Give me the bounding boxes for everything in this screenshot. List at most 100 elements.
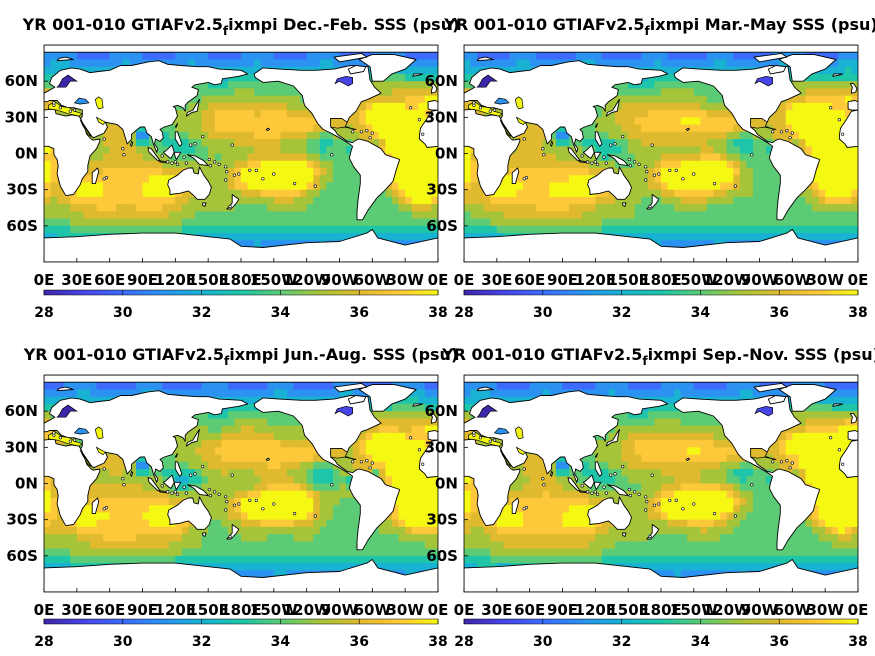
sss-cell [739,218,747,227]
sss-cell [359,59,367,68]
sss-cell [706,225,715,234]
island [237,172,241,176]
sss-cell [103,160,111,169]
sss-cell [234,555,242,564]
sss-cell [641,88,649,97]
sss-cell [424,196,433,205]
sss-cell [227,52,236,61]
sss-cell [234,102,242,111]
sss-cell [76,512,84,521]
sss-cell [188,382,196,391]
sss-cell [766,225,774,234]
sss-cell [195,81,203,89]
sss-cell [680,218,688,227]
sss-cell [234,211,242,220]
sss-cell [825,139,833,147]
sss-cell [812,218,820,227]
sss-cell [641,189,649,198]
sss-cell [122,519,130,528]
sss-cell [674,167,682,176]
y-tick-label: 60N [425,72,458,90]
sss-cell [280,189,288,198]
sss-cell [260,447,268,456]
sss-cell [615,95,623,104]
sss-cell [687,81,695,89]
sss-cell [798,95,807,104]
sss-cell [135,131,144,140]
sss-cell [654,204,662,212]
sss-cell [273,81,281,89]
sss-cell [831,66,839,75]
island [189,143,193,147]
sss-cell [247,483,255,492]
sss-cell [247,490,255,499]
sss-cell [378,563,387,571]
sss-cell [221,117,229,126]
sss-cell [838,204,846,212]
sss-cell [812,110,820,118]
sss-cell [385,461,393,470]
sss-cell [241,396,249,405]
sss-cell [162,461,170,470]
sss-cell [122,167,130,176]
sss-cell [339,519,347,528]
sss-cell [346,146,354,155]
sss-cell [739,204,747,212]
island [230,143,234,147]
sss-cell [385,411,393,419]
sss-cell [759,211,767,220]
sss-cell [313,505,321,514]
sss-cell [726,175,734,184]
sss-cell [352,505,360,514]
sss-cell [267,196,275,205]
sss-cell [536,131,544,140]
sss-cell [529,167,537,176]
sss-cell [838,218,846,227]
sss-cell [398,146,406,155]
sss-cell [260,476,268,485]
sss-cell [214,146,222,155]
sea-caspian [515,96,524,110]
sss-cell [516,139,524,147]
sss-cell [398,204,406,212]
sss-cell [575,189,583,198]
sss-cell [812,88,820,97]
sss-cell [595,218,603,227]
sss-cell [352,548,360,557]
sss-cell [706,95,715,104]
sss-cell [346,461,354,470]
sss-cell [227,59,236,68]
sss-cell [227,425,236,434]
sss-cell [693,124,701,133]
sss-cell [241,95,249,104]
sss-cell [575,52,583,61]
island [645,170,649,174]
sss-cell [273,418,281,427]
sss-cell [273,440,281,448]
sss-cell [805,189,813,198]
sss-cell [661,153,669,162]
sss-cell [674,175,682,184]
sss-cell [221,167,229,176]
sss-cell [96,131,104,140]
sss-cell [155,139,163,147]
sss-cell [372,548,380,557]
sss-cell [509,52,518,61]
sss-cell [818,102,826,111]
sss-cell [44,382,52,391]
sss-cell [181,131,190,140]
sss-cell [516,175,524,184]
sss-cell [779,131,787,140]
sss-cell [247,131,255,140]
sss-cell [142,131,150,140]
sss-cell [260,461,268,470]
sss-cell [214,512,222,521]
sss-cell [496,189,504,198]
sss-cell [175,548,183,557]
sss-cell [661,59,669,68]
sss-cell [175,440,183,448]
sss-cell [424,110,433,118]
sss-cell [319,233,327,241]
sss-cell [674,81,682,89]
sss-cell [306,447,314,456]
